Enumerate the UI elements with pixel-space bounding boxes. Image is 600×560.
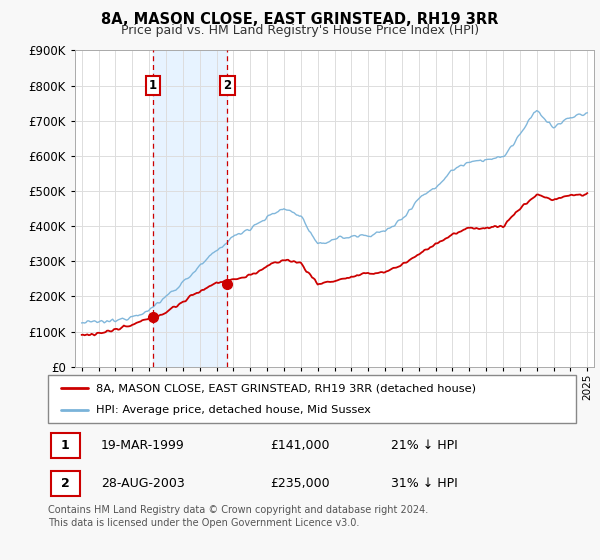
FancyBboxPatch shape bbox=[50, 433, 80, 459]
Text: 28-AUG-2003: 28-AUG-2003 bbox=[101, 477, 185, 490]
Text: Price paid vs. HM Land Registry's House Price Index (HPI): Price paid vs. HM Land Registry's House … bbox=[121, 24, 479, 37]
Text: Contains HM Land Registry data © Crown copyright and database right 2024.
This d: Contains HM Land Registry data © Crown c… bbox=[48, 505, 428, 528]
Text: 1: 1 bbox=[61, 439, 70, 452]
Text: 2: 2 bbox=[61, 477, 70, 490]
Text: £141,000: £141,000 bbox=[270, 439, 329, 452]
Text: 8A, MASON CLOSE, EAST GRINSTEAD, RH19 3RR: 8A, MASON CLOSE, EAST GRINSTEAD, RH19 3R… bbox=[101, 12, 499, 27]
FancyBboxPatch shape bbox=[50, 470, 80, 496]
Bar bbox=[152, 50, 227, 367]
FancyBboxPatch shape bbox=[48, 375, 576, 423]
Text: 21% ↓ HPI: 21% ↓ HPI bbox=[391, 439, 458, 452]
Text: 8A, MASON CLOSE, EAST GRINSTEAD, RH19 3RR (detached house): 8A, MASON CLOSE, EAST GRINSTEAD, RH19 3R… bbox=[95, 383, 476, 393]
Text: 31% ↓ HPI: 31% ↓ HPI bbox=[391, 477, 458, 490]
Text: 2: 2 bbox=[223, 79, 232, 92]
Text: HPI: Average price, detached house, Mid Sussex: HPI: Average price, detached house, Mid … bbox=[95, 405, 370, 416]
Text: 1: 1 bbox=[149, 79, 157, 92]
Text: £235,000: £235,000 bbox=[270, 477, 329, 490]
Text: 19-MAR-1999: 19-MAR-1999 bbox=[101, 439, 185, 452]
